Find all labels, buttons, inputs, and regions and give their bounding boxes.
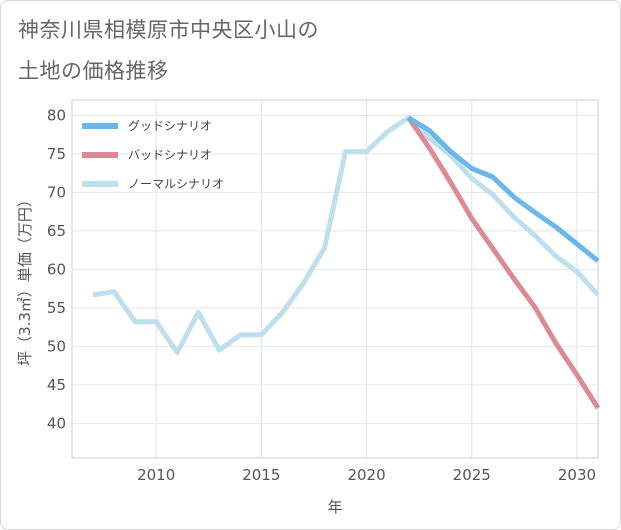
series-line-0 bbox=[407, 115, 600, 263]
legend-label: バッドシナリオ bbox=[128, 148, 212, 162]
x-tick-label: 2020 bbox=[347, 466, 385, 484]
y-tick-label: 65 bbox=[47, 222, 66, 240]
x-axis-ticks: 2010 2015 2020 2025 2030 bbox=[137, 466, 596, 484]
y-tick-label: 40 bbox=[47, 414, 66, 432]
y-tick-label: 45 bbox=[47, 376, 66, 394]
chart-title-line2: 土地の価格推移 bbox=[18, 59, 169, 83]
series-line-2 bbox=[92, 115, 600, 355]
y-axis-ticks: 40 45 50 55 60 65 70 75 80 bbox=[47, 106, 66, 432]
legend-label: グッドシナリオ bbox=[128, 119, 212, 133]
y-tick-label: 70 bbox=[47, 183, 66, 201]
x-axis-label: 年 bbox=[327, 498, 342, 516]
y-tick-label: 75 bbox=[47, 145, 66, 163]
chart-title-line1: 神奈川県相模原市中央区小山の bbox=[18, 18, 319, 42]
series-lines bbox=[92, 115, 601, 410]
series-line-1 bbox=[406, 116, 601, 410]
grid-lines bbox=[72, 100, 598, 458]
y-tick-label: 50 bbox=[47, 337, 66, 355]
plot-area bbox=[71, 99, 599, 459]
y-tick-label: 55 bbox=[47, 299, 66, 317]
legend-label: ノーマルシナリオ bbox=[128, 177, 224, 191]
x-tick-label: 2025 bbox=[453, 466, 491, 484]
y-tick-label: 80 bbox=[47, 106, 66, 124]
y-tick-label: 60 bbox=[47, 260, 66, 278]
x-tick-label: 2010 bbox=[137, 466, 175, 484]
x-tick-label: 2015 bbox=[242, 466, 280, 484]
x-tick-label: 2030 bbox=[558, 466, 596, 484]
y-axis-label: 坪（3.3㎡）単価（万円） bbox=[16, 192, 34, 366]
